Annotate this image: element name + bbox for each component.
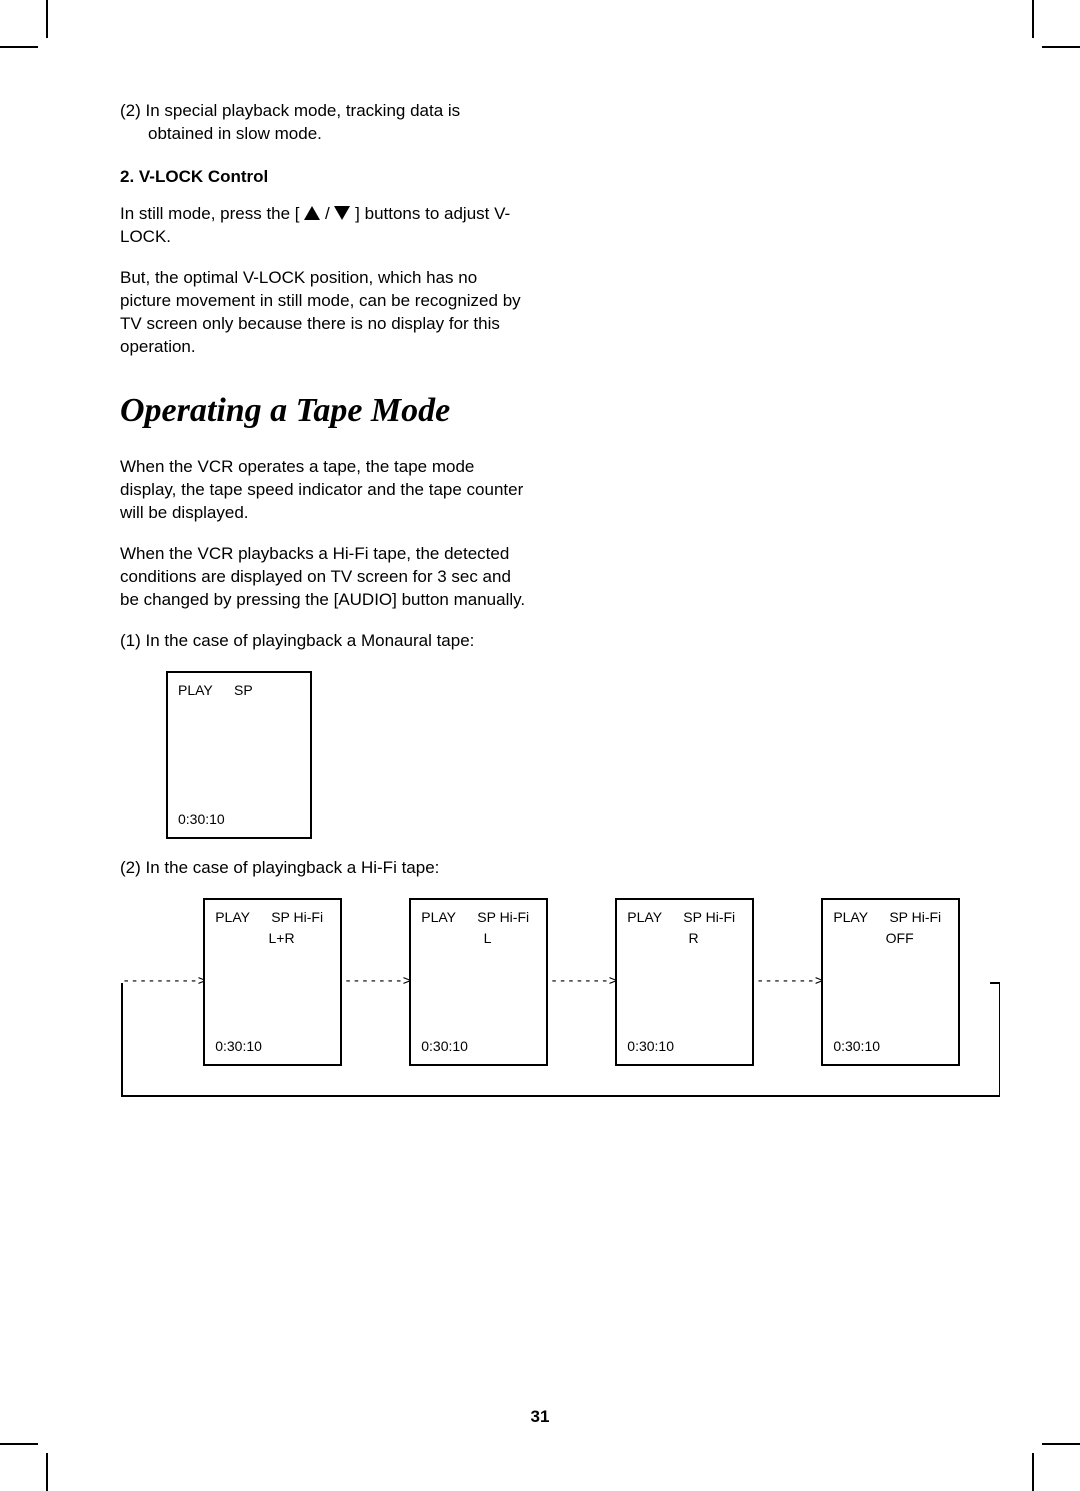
arrow-icon: -------> xyxy=(754,972,821,991)
osd-sp-label: SP Hi-Fi xyxy=(683,908,735,927)
up-triangle-icon xyxy=(304,206,320,220)
hifi-flow: ---------> PLAY SP Hi-Fi L+R 0:30:10 ---… xyxy=(120,898,960,1088)
osd-sp-label: SP Hi-Fi xyxy=(477,908,529,927)
text-column-2: When the VCR operates a tape, the tape m… xyxy=(120,456,530,653)
arrow-icon: ---------> xyxy=(120,972,203,991)
osd-top-row: PLAY SP Hi-Fi xyxy=(215,908,330,927)
osd-sp-label: SP Hi-Fi xyxy=(889,908,941,927)
osd-top-row: PLAY SP Hi-Fi xyxy=(833,908,948,927)
osd-play-label: PLAY xyxy=(627,908,683,927)
osd-sp-label: SP xyxy=(234,681,253,700)
osd-play-label: PLAY xyxy=(833,908,889,927)
crop-mark xyxy=(1032,0,1034,38)
osd-audio-label: R xyxy=(627,929,742,948)
tape-para1: When the VCR operates a tape, the tape m… xyxy=(120,456,530,525)
crop-mark xyxy=(46,1453,48,1491)
osd-play-label: PLAY xyxy=(215,908,271,927)
osd-counter: 0:30:10 xyxy=(215,1037,330,1056)
manual-page: (2) In special playback mode, tracking d… xyxy=(0,0,1080,1491)
case1-label: (1) In the case of playingback a Monaura… xyxy=(120,630,530,653)
osd-audio-label: OFF xyxy=(833,929,948,948)
osd-counter: 0:30:10 xyxy=(833,1037,948,1056)
osd-counter: 0:30:10 xyxy=(178,810,300,829)
osd-box-mono: PLAY SP 0:30:10 xyxy=(166,671,312,839)
arrow-icon: -------> xyxy=(548,972,615,991)
vlock-para1: In still mode, press the [ / ] buttons t… xyxy=(120,203,530,249)
intro-item: (2) In special playback mode, tracking d… xyxy=(120,100,530,146)
osd-box-hifi-1: PLAY SP Hi-Fi L+R 0:30:10 xyxy=(203,898,342,1066)
hifi-flow-row: ---------> PLAY SP Hi-Fi L+R 0:30:10 ---… xyxy=(120,898,960,1066)
osd-top-row: PLAY SP Hi-Fi xyxy=(421,908,536,927)
osd-box-hifi-4: PLAY SP Hi-Fi OFF 0:30:10 xyxy=(821,898,960,1066)
osd-box-hifi-3: PLAY SP Hi-Fi R 0:30:10 xyxy=(615,898,754,1066)
osd-play-label: PLAY xyxy=(178,681,234,700)
down-triangle-icon xyxy=(334,206,350,220)
page-number: 31 xyxy=(0,1406,1080,1429)
case2-wrap: (2) In the case of playingback a Hi-Fi t… xyxy=(120,857,530,880)
vlock-heading: 2. V-LOCK Control xyxy=(120,166,530,189)
crop-mark xyxy=(1032,1453,1034,1491)
vlock-para2: But, the optimal V-LOCK position, which … xyxy=(120,267,530,359)
text-column: (2) In special playback mode, tracking d… xyxy=(120,100,530,358)
osd-top-row: PLAY SP xyxy=(178,681,300,700)
crop-mark xyxy=(1042,1443,1080,1445)
osd-audio-label: L+R xyxy=(215,929,330,948)
crop-mark xyxy=(1042,46,1080,48)
osd-box-hifi-2: PLAY SP Hi-Fi L 0:30:10 xyxy=(409,898,548,1066)
vlock-text-mid: / xyxy=(325,204,334,223)
vlock-text-before: In still mode, press the [ xyxy=(120,204,304,223)
osd-sp-label: SP Hi-Fi xyxy=(271,908,323,927)
osd-audio-label: L xyxy=(421,929,536,948)
page-title: Operating a Tape Mode xyxy=(120,388,960,434)
crop-mark xyxy=(0,46,38,48)
osd-play-label: PLAY xyxy=(421,908,477,927)
tape-para2: When the VCR playbacks a Hi-Fi tape, the… xyxy=(120,543,530,612)
mono-osd-wrap: PLAY SP 0:30:10 xyxy=(166,671,960,839)
crop-mark xyxy=(0,1443,38,1445)
osd-top-row: PLAY SP Hi-Fi xyxy=(627,908,742,927)
crop-mark xyxy=(46,0,48,38)
osd-counter: 0:30:10 xyxy=(421,1037,536,1056)
case2-label: (2) In the case of playingback a Hi-Fi t… xyxy=(120,857,530,880)
osd-counter: 0:30:10 xyxy=(627,1037,742,1056)
arrow-icon: -------> xyxy=(342,972,409,991)
